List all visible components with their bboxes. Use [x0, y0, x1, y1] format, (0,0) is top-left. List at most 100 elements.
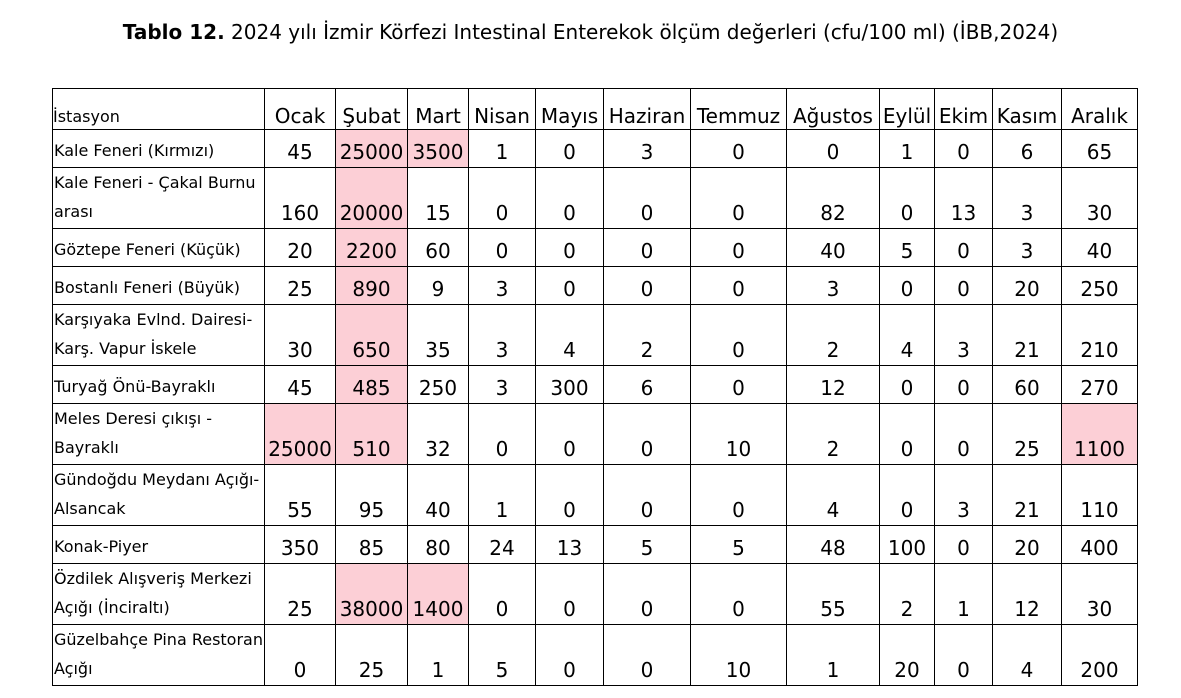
value-cell: 12	[992, 563, 1062, 625]
value-cell: 15	[407, 167, 469, 229]
value-cell: 0	[786, 129, 880, 168]
station-name: Konak-Piyer	[52, 525, 265, 564]
value-cell: 21	[992, 304, 1062, 366]
value-cell: 80	[407, 525, 469, 564]
value-cell: 0	[690, 365, 787, 404]
table-row: Turyağ Önü-Bayraklı 45 485 250 3 300 6 0 12 0 0 60 2…	[52, 365, 1138, 404]
value-cell: 0	[690, 304, 787, 366]
value-cell: 0	[690, 464, 787, 526]
month-header: Nisan	[468, 88, 536, 130]
value-cell: 0	[690, 266, 787, 305]
value-cell: 0	[690, 129, 787, 168]
value-cell: 1	[786, 624, 880, 686]
value-cell: 24	[468, 525, 536, 564]
value-cell: 20	[264, 228, 336, 267]
value-cell: 0	[535, 167, 604, 229]
value-cell: 0	[603, 228, 691, 267]
value-cell: 2200	[335, 228, 408, 267]
value-cell: 250	[407, 365, 469, 404]
value-cell: 0	[934, 403, 993, 465]
value-cell: 55	[264, 464, 336, 526]
value-cell: 0	[879, 365, 935, 404]
station-name: Turyağ Önü-Bayraklı	[52, 365, 265, 404]
station-name: Bostanlı Feneri (Büyük)	[52, 266, 265, 305]
station-name: Kale Feneri (Kırmızı)	[52, 129, 265, 168]
value-cell: 1100	[1061, 403, 1138, 465]
value-cell: 0	[468, 403, 536, 465]
value-cell: 3	[468, 304, 536, 366]
value-cell: 45	[264, 365, 336, 404]
value-cell: 350	[264, 525, 336, 564]
value-cell: 20	[992, 525, 1062, 564]
value-cell: 38000	[335, 563, 408, 625]
station-name: Kale Feneri - Çakal Burnu arası	[52, 167, 265, 229]
value-cell: 0	[879, 266, 935, 305]
value-cell: 1400	[407, 563, 469, 625]
value-cell: 0	[603, 266, 691, 305]
value-cell: 3	[603, 129, 691, 168]
value-cell: 1	[934, 563, 993, 625]
month-header: Mayıs	[535, 88, 604, 130]
value-cell: 1	[879, 129, 935, 168]
month-header: Eylül	[879, 88, 935, 130]
table-row: Kale Feneri - Çakal Burnu arası 160 20000 1…	[52, 167, 1138, 229]
value-cell: 0	[690, 167, 787, 229]
station-name: Karşıyaka Evlnd. Dairesi-Karş. Vapur İsk…	[52, 304, 265, 366]
table-row: Karşıyaka Evlnd. Dairesi-Karş. Vapur İsk…	[52, 304, 1138, 366]
value-cell: 0	[934, 624, 993, 686]
value-cell: 9	[407, 266, 469, 305]
value-cell: 30	[1061, 563, 1138, 625]
station-name: Gündoğdu Meydanı Açığı- Alsancak	[52, 464, 265, 526]
value-cell: 60	[407, 228, 469, 267]
station-name: Meles Deresi çıkışı - Bayraklı	[52, 403, 265, 465]
value-cell: 0	[879, 403, 935, 465]
value-cell: 35	[407, 304, 469, 366]
value-cell: 3	[934, 304, 993, 366]
value-cell: 0	[603, 624, 691, 686]
value-cell: 0	[934, 266, 993, 305]
value-cell: 65	[1061, 129, 1138, 168]
caption-label: Tablo 12.	[122, 20, 225, 44]
month-header: Ocak	[264, 88, 336, 130]
value-cell: 25	[335, 624, 408, 686]
value-cell: 3500	[407, 129, 469, 168]
value-cell: 20	[992, 266, 1062, 305]
value-cell: 3	[786, 266, 880, 305]
value-cell: 82	[786, 167, 880, 229]
value-cell: 0	[535, 266, 604, 305]
value-cell: 3	[992, 167, 1062, 229]
value-cell: 5	[468, 624, 536, 686]
value-cell: 4	[879, 304, 935, 366]
value-cell: 0	[690, 563, 787, 625]
value-cell: 10	[690, 403, 787, 465]
value-cell: 3	[468, 266, 536, 305]
table-row: Bostanlı Feneri (Büyük) 25 890 9 3 0 0 0 3 0 0 20 25…	[52, 266, 1138, 305]
table-header-row: İstasyon Ocak Şubat Mart Nisan Mayıs Haziran T…	[52, 88, 1138, 130]
value-cell: 0	[535, 228, 604, 267]
value-cell: 40	[1061, 228, 1138, 267]
value-cell: 0	[264, 624, 336, 686]
value-cell: 25	[264, 563, 336, 625]
value-cell: 2	[603, 304, 691, 366]
value-cell: 25000	[335, 129, 408, 168]
value-cell: 0	[468, 228, 536, 267]
value-cell: 270	[1061, 365, 1138, 404]
value-cell: 1	[468, 129, 536, 168]
value-cell: 25	[264, 266, 336, 305]
value-cell: 5	[603, 525, 691, 564]
table-row: Kale Feneri (Kırmızı) 45 25000 3500 1 0 3 0 0 1 0 6…	[52, 129, 1138, 168]
value-cell: 3	[992, 228, 1062, 267]
value-cell: 400	[1061, 525, 1138, 564]
value-cell: 4	[992, 624, 1062, 686]
month-header: Kasım	[992, 88, 1062, 130]
value-cell: 85	[335, 525, 408, 564]
value-cell: 510	[335, 403, 408, 465]
value-cell: 0	[934, 228, 993, 267]
value-cell: 210	[1061, 304, 1138, 366]
month-header: Şubat	[335, 88, 408, 130]
table-caption: Tablo 12. 2024 yılı İzmir Körfezi Intest…	[0, 18, 1181, 46]
table-row: Meles Deresi çıkışı - Bayraklı 25000 510 32…	[52, 403, 1138, 465]
value-cell: 0	[879, 167, 935, 229]
station-column-header: İstasyon	[52, 88, 265, 130]
month-header: Ekim	[934, 88, 993, 130]
